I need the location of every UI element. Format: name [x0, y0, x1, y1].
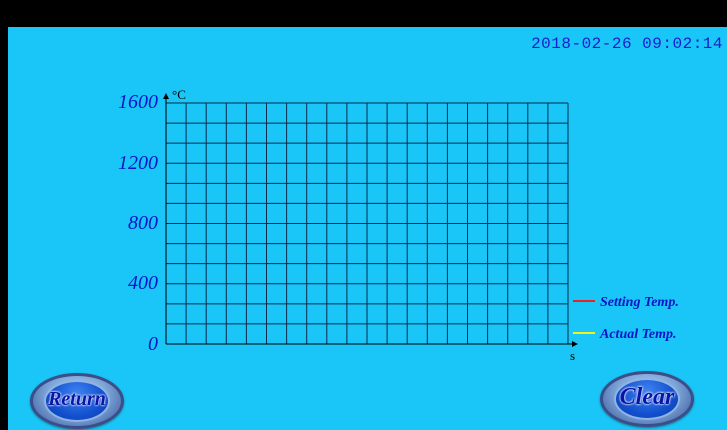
- y-tick-label-400: 400: [128, 272, 158, 294]
- clear-button-label: Clear: [619, 384, 675, 410]
- y-tick-label-1600: 1600: [118, 91, 158, 113]
- x-axis-arrow: [572, 341, 578, 347]
- y-axis-unit: °C: [172, 87, 186, 102]
- clear-button-face: [616, 380, 678, 418]
- temperature-chart: 1600 1200 800 400 0 °C s Setting Temp. A…: [118, 87, 679, 363]
- return-button-face: [46, 382, 108, 420]
- chart-axes: [163, 93, 578, 347]
- legend-label-actual-temp: Actual Temp.: [599, 327, 677, 342]
- x-axis-unit: s: [570, 348, 575, 363]
- hmi-screen: 2018-02-26 09:02:14 1600 1200 800 400 0 …: [8, 27, 727, 430]
- y-tick-label-0: 0: [148, 333, 158, 355]
- chart-grid: [165, 102, 569, 345]
- legend-label-setting-temp: Setting Temp.: [600, 295, 679, 310]
- return-button[interactable]: Return: [30, 373, 124, 429]
- y-tick-label-1200: 1200: [118, 152, 158, 174]
- y-axis-arrow: [163, 93, 169, 99]
- clear-button[interactable]: Clear: [600, 371, 694, 427]
- return-button-label: Return: [48, 388, 106, 410]
- datetime-display: 2018-02-26 09:02:14: [531, 35, 723, 53]
- y-tick-label-800: 800: [128, 212, 158, 234]
- legend: Setting Temp. Actual Temp.: [573, 295, 679, 342]
